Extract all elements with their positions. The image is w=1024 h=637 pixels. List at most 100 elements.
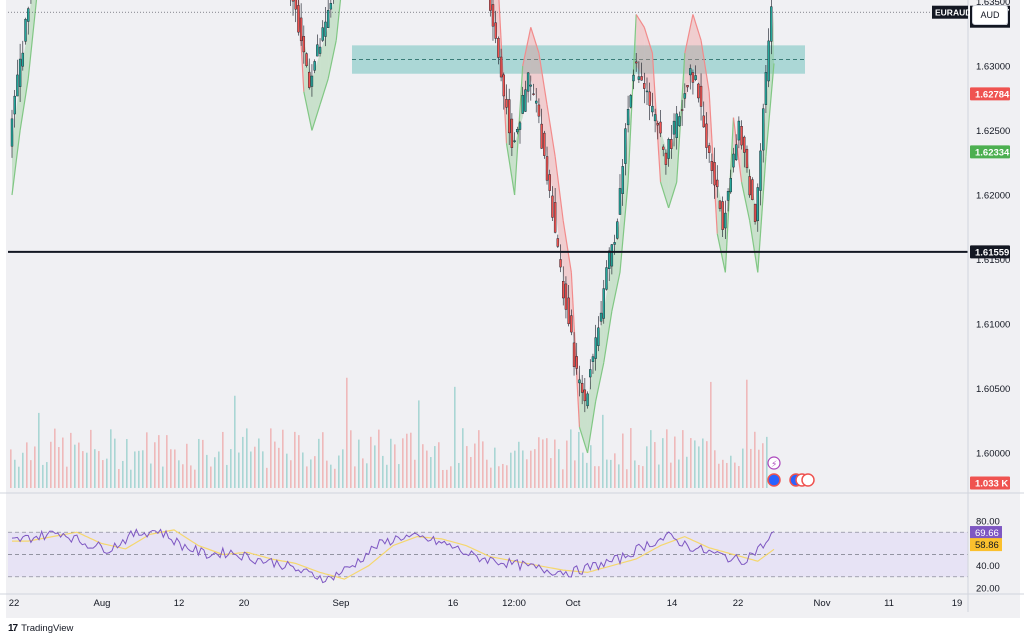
supertrend-line bbox=[740, 181, 751, 221]
candle-body bbox=[605, 267, 608, 290]
time-tick-label: 22 bbox=[733, 598, 744, 609]
horizontal-levels[interactable] bbox=[8, 0, 968, 253]
volume-bar bbox=[58, 447, 60, 488]
volume-bar bbox=[714, 450, 716, 488]
volume-bar bbox=[382, 455, 384, 488]
supertrend-line bbox=[676, 53, 686, 183]
volume-bar bbox=[82, 451, 84, 488]
candles[interactable] bbox=[10, 0, 773, 413]
volume-bar bbox=[122, 460, 124, 488]
volume-bar bbox=[506, 465, 508, 488]
candle-body bbox=[505, 99, 508, 108]
volume-bar bbox=[690, 438, 692, 488]
supertrend-line bbox=[708, 91, 718, 234]
volume-bar bbox=[254, 446, 256, 488]
event-icons[interactable]: ⚡ bbox=[767, 456, 815, 487]
supertrend-fill bbox=[36, 0, 37, 2]
volume-tag: 1.033 K bbox=[975, 479, 1008, 490]
volume-bar bbox=[766, 436, 768, 488]
volume-bar bbox=[54, 428, 56, 488]
volume-bar bbox=[598, 466, 600, 488]
candle-body bbox=[759, 150, 762, 191]
supertrend-line bbox=[659, 181, 670, 209]
volume-bar bbox=[686, 456, 688, 488]
candle-body bbox=[664, 152, 668, 165]
supertrend-fill bbox=[684, 14, 693, 105]
volume-bar bbox=[246, 428, 248, 488]
volume-bar bbox=[650, 430, 652, 488]
volume-bar bbox=[466, 446, 468, 488]
volume-bar bbox=[722, 459, 724, 488]
volume-bar bbox=[702, 438, 704, 488]
rsi-ma-bg bbox=[970, 538, 1002, 552]
volume-bar bbox=[530, 450, 532, 488]
volume-bar bbox=[590, 445, 592, 488]
time-tick-label: Nov bbox=[814, 598, 831, 609]
time-tick-label: Sep bbox=[333, 598, 350, 609]
volume-bar bbox=[654, 442, 656, 488]
supertrend-fill bbox=[506, 91, 515, 195]
volume-bar bbox=[22, 452, 24, 488]
volume-bar bbox=[126, 439, 128, 488]
candle-body bbox=[702, 115, 705, 128]
volume-bar bbox=[310, 459, 312, 488]
volume-bar bbox=[698, 446, 700, 488]
volume-bar bbox=[46, 462, 48, 488]
volume-bar bbox=[302, 452, 304, 488]
volume-bar bbox=[238, 452, 240, 488]
supertrend-line bbox=[19, 78, 29, 131]
volume-bar bbox=[374, 445, 376, 488]
volume-bar bbox=[510, 452, 512, 488]
volume-bar bbox=[150, 463, 152, 488]
price-tick-label: 1.61500 bbox=[976, 255, 1010, 266]
candle-body bbox=[770, 6, 773, 42]
supertrend-line bbox=[651, 53, 662, 183]
supertrend-fill bbox=[717, 182, 726, 273]
supertrend-fill bbox=[579, 375, 588, 453]
candle-body bbox=[594, 337, 597, 359]
supertrend-line bbox=[749, 220, 759, 273]
candle-body bbox=[748, 176, 751, 196]
time-tick-label: Oct bbox=[566, 598, 581, 609]
volume-bar bbox=[502, 463, 504, 488]
volume-bar bbox=[750, 448, 752, 488]
rsi-value-tag: 69.66 bbox=[975, 528, 999, 539]
candle-body bbox=[491, 4, 495, 27]
supertrend-line bbox=[505, 143, 516, 196]
time-tick-label: 12:00 bbox=[502, 598, 526, 609]
volume-bar bbox=[674, 436, 676, 488]
time-tick-label: 19 bbox=[952, 598, 963, 609]
candle-body bbox=[643, 83, 646, 89]
supertrend-fill bbox=[295, 0, 296, 2]
supertrend-line bbox=[586, 401, 597, 454]
supertrend-line bbox=[335, 0, 342, 41]
supertrend-fill bbox=[701, 40, 710, 144]
volume-bar bbox=[182, 464, 184, 488]
volume-bar bbox=[450, 466, 452, 488]
volume-bar bbox=[710, 381, 712, 488]
volume-bar bbox=[582, 452, 584, 488]
volume-bar bbox=[438, 442, 440, 488]
volume-bar bbox=[662, 438, 664, 488]
tradingview-logo-icon: 17 bbox=[8, 622, 18, 634]
supertrend-line bbox=[530, 27, 540, 54]
volume-bar bbox=[166, 435, 168, 488]
currency-selector[interactable]: AUD bbox=[972, 5, 1008, 25]
volume-bar bbox=[366, 463, 368, 488]
supertrend-line bbox=[732, 117, 743, 183]
candle-body bbox=[675, 113, 678, 138]
volume-bar bbox=[350, 430, 352, 488]
volume-bar bbox=[570, 429, 572, 488]
volume-bar bbox=[634, 460, 636, 488]
candle-body bbox=[537, 104, 541, 117]
volume-bar bbox=[542, 439, 544, 488]
candle-body bbox=[678, 116, 681, 127]
supertrend-line bbox=[627, 14, 637, 183]
symbol-tag-bg bbox=[932, 5, 968, 19]
volume-bar bbox=[526, 459, 528, 488]
candle-body bbox=[324, 21, 327, 37]
supertrend-fill bbox=[595, 311, 604, 402]
volume-bar bbox=[494, 447, 496, 488]
